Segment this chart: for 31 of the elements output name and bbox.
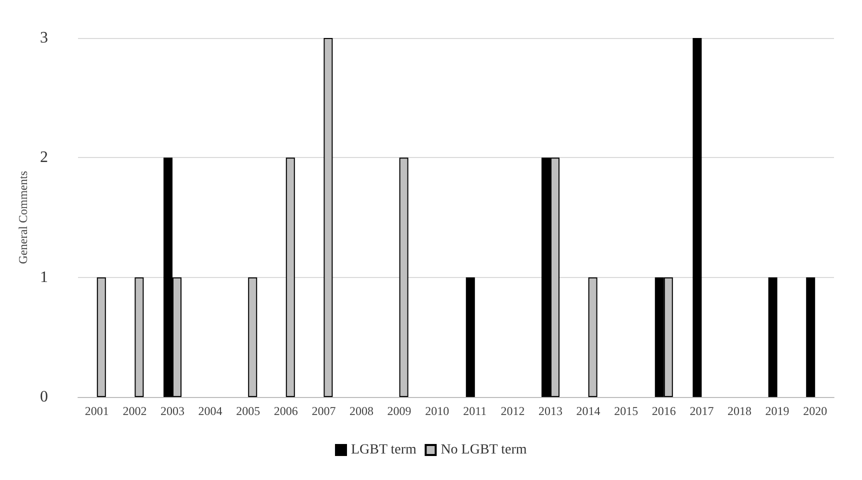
- x-tick-label: 2005: [236, 404, 260, 418]
- legend-label: No LGBT term: [440, 442, 527, 458]
- x-tick-label: 2012: [500, 404, 525, 418]
- x-tick-label: 2014: [576, 404, 600, 418]
- x-tick-label: 2016: [652, 404, 676, 418]
- x-tick-label: 2013: [538, 404, 562, 418]
- x-tick-label: 2003: [160, 404, 184, 418]
- x-tick-label: 2011: [463, 404, 487, 418]
- bar: [692, 38, 702, 397]
- y-tick-label: 1: [40, 268, 48, 286]
- x-tick-label: 2019: [765, 404, 790, 418]
- x-tick-label: 2015: [614, 404, 638, 418]
- x-tick-label: 2002: [122, 404, 147, 418]
- x-tick-label: 2010: [425, 404, 450, 418]
- x-tick-label: 2004: [198, 404, 222, 418]
- x-tick-label: 2017: [690, 404, 714, 418]
- bar: [806, 277, 816, 397]
- bar: [768, 277, 778, 397]
- y-tick-label: 2: [40, 149, 48, 166]
- x-tick-label: 2006: [274, 404, 298, 418]
- y-axis-title: General Comments: [16, 170, 30, 264]
- x-tick-label: 2008: [350, 404, 374, 418]
- bar: [466, 277, 475, 397]
- x-tick-label: 2001: [84, 404, 109, 418]
- y-tick-label: 3: [40, 30, 48, 46]
- x-tick-label: 2020: [803, 404, 828, 418]
- legend-label: LGBT term: [350, 442, 417, 458]
- x-tick-label: 2018: [728, 404, 752, 418]
- x-tick-label: 2007: [312, 404, 336, 418]
- x-tick-label: 2009: [387, 404, 412, 418]
- y-tick-label: 0: [40, 388, 48, 406]
